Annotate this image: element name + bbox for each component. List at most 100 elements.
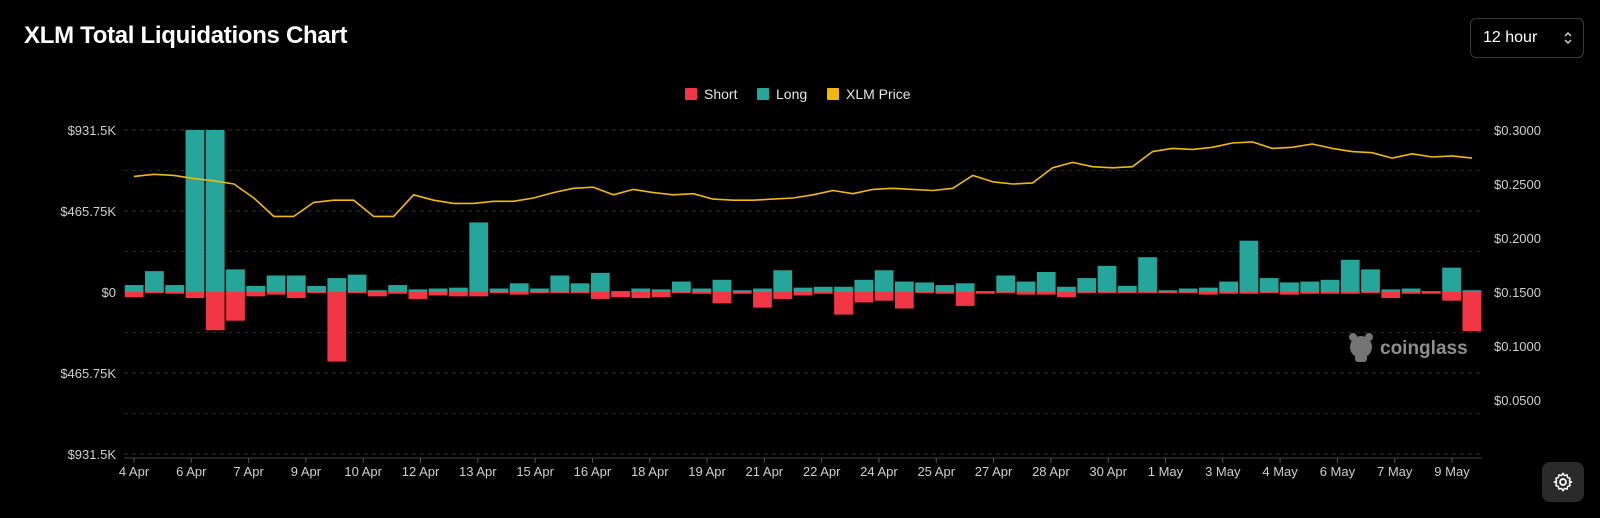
settings-button[interactable] [1542, 462, 1584, 502]
x-tick-label: 12 Apr [402, 464, 440, 479]
long-bar [286, 275, 306, 292]
short-bar [631, 292, 651, 299]
short-bar [570, 292, 590, 293]
short-bar [1158, 292, 1178, 293]
long-bar [753, 288, 772, 292]
short-bar [145, 292, 164, 293]
x-tick-label: 4 May [1262, 464, 1298, 479]
short-bar [874, 292, 894, 301]
short-bar [1442, 292, 1461, 301]
long-bar [489, 288, 509, 292]
legend-swatch [827, 88, 839, 100]
short-bar [590, 292, 610, 299]
short-bar [1077, 292, 1097, 293]
long-bar [1239, 240, 1259, 292]
long-bar [874, 270, 894, 292]
long-bar [976, 291, 995, 293]
legend-label: Long [776, 86, 807, 102]
long-bar [1259, 278, 1279, 292]
x-tick-label: 1 May [1148, 464, 1184, 479]
x-tick-label: 9 May [1434, 464, 1470, 479]
short-bar [1198, 292, 1218, 295]
long-bar [327, 278, 347, 292]
long-bar [1361, 269, 1380, 292]
long-bar [347, 274, 367, 292]
y-left-tick-label: $465.75K [60, 366, 116, 381]
short-bar [1097, 292, 1117, 293]
short-bar [530, 292, 549, 293]
watermark: coinglass [1349, 333, 1468, 362]
short-bar [996, 292, 1016, 293]
long-bar [1158, 290, 1178, 292]
legend-label: Short [704, 86, 738, 102]
long-bar [1462, 290, 1482, 292]
y-right-tick-label: $0.2500 [1494, 177, 1541, 192]
long-bar [530, 288, 549, 292]
axes: $931.5K $465.75K $0 $465.75K $931.5K $0.3000 $… [60, 123, 1541, 479]
long-bar [165, 285, 185, 292]
short-bar [347, 292, 367, 293]
long-bar [631, 288, 651, 292]
x-tick-label: 13 Apr [459, 464, 497, 479]
short-bar [1219, 292, 1239, 294]
coinglass-logo-icon [1349, 333, 1373, 362]
y-right-tick-label: $0.1000 [1494, 339, 1541, 354]
price-line-group [133, 141, 1473, 218]
x-tick-label: 25 Apr [917, 464, 955, 479]
long-bar [1077, 278, 1097, 292]
short-bar [692, 292, 712, 294]
short-bar [1016, 292, 1036, 295]
short-bar [955, 292, 975, 306]
short-bar [489, 292, 509, 293]
y-right-tick-label: $0.1500 [1494, 285, 1541, 300]
short-bar [1320, 292, 1340, 294]
long-bar [1442, 267, 1461, 292]
short-bar [935, 292, 955, 294]
long-bar [266, 275, 286, 292]
long-bar [570, 283, 590, 292]
x-tick-label: 21 Apr [746, 464, 784, 479]
short-bar [672, 292, 691, 293]
x-tick-label: 24 Apr [860, 464, 898, 479]
short-bar [226, 292, 245, 321]
short-bar [327, 292, 347, 362]
long-bar [915, 282, 934, 292]
legend: Short Long XLM Price [685, 86, 911, 102]
short-bar [611, 292, 630, 298]
short-bar [651, 292, 671, 298]
x-tick-label: 16 Apr [574, 464, 612, 479]
long-bar [388, 285, 408, 292]
long-bar [996, 275, 1016, 292]
long-bar [550, 275, 570, 292]
long-bar [124, 285, 144, 292]
short-bar [813, 292, 833, 294]
short-bar [834, 292, 853, 315]
long-bar [1016, 281, 1036, 292]
long-bar [1340, 259, 1360, 292]
long-bar [773, 270, 793, 292]
short-bar [1421, 292, 1441, 294]
interval-select[interactable]: 12 hour [1470, 18, 1584, 58]
long-bar [145, 271, 164, 292]
x-tick-label: 22 Apr [803, 464, 841, 479]
long-bar [732, 290, 752, 292]
short-bar [854, 292, 874, 303]
short-bar [1300, 292, 1320, 294]
short-bar [1117, 292, 1137, 293]
x-tick-label: 30 Apr [1089, 464, 1127, 479]
short-bar [1462, 292, 1482, 332]
long-bar [590, 272, 610, 292]
short-bar [1340, 292, 1360, 294]
short-bar [976, 292, 995, 294]
short-bar [1138, 292, 1157, 293]
long-bar [509, 283, 529, 292]
long-bar [935, 285, 955, 292]
long-bar [307, 285, 326, 292]
short-bar [124, 292, 144, 298]
long-bar [611, 291, 630, 293]
long-bar [712, 279, 732, 292]
long-bar [185, 130, 205, 292]
short-bar [469, 292, 489, 297]
x-tick-label: 10 Apr [344, 464, 382, 479]
short-bar [773, 292, 793, 299]
